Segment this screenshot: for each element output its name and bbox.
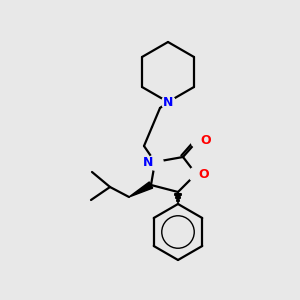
Text: N: N	[143, 155, 153, 169]
Text: N: N	[163, 95, 173, 109]
Polygon shape	[129, 182, 153, 197]
Text: O: O	[201, 134, 211, 146]
Text: O: O	[199, 167, 209, 181]
